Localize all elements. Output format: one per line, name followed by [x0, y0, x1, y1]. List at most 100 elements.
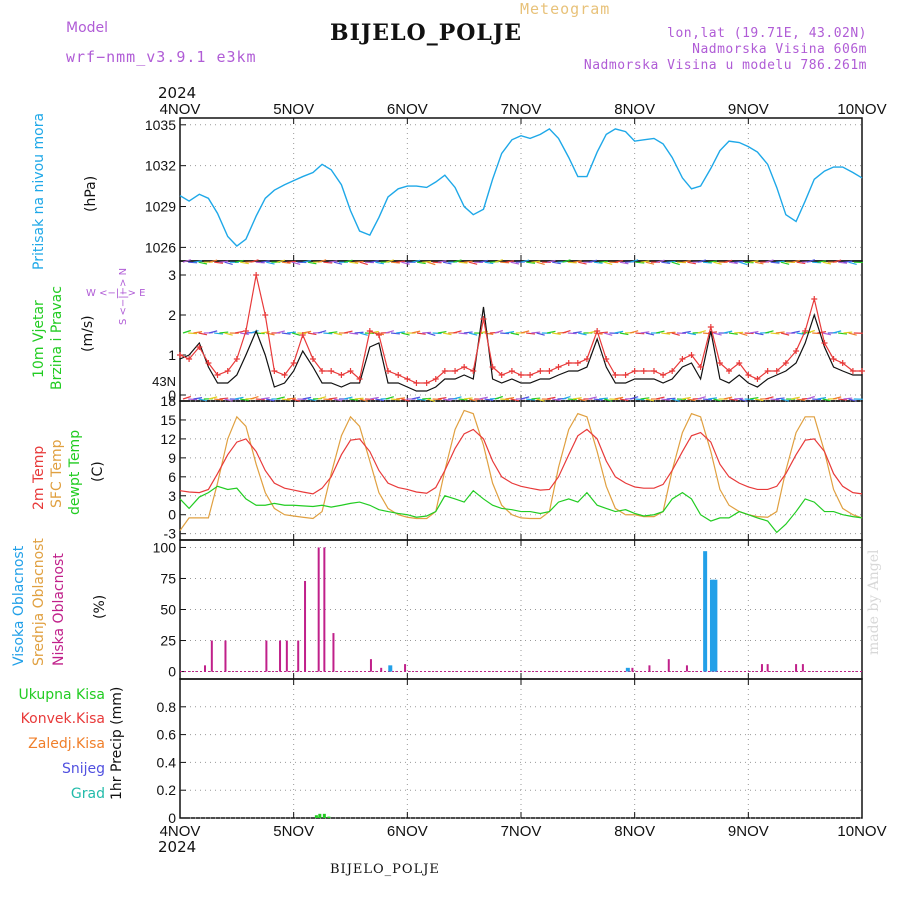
wind-speed-point — [821, 340, 828, 346]
wind-direction-arrow — [494, 259, 503, 263]
wind-direction-arrow — [770, 332, 780, 335]
legend-freezing-rain: Zaledj.Kisa — [28, 736, 105, 752]
wind-direction-arrow — [505, 331, 515, 334]
pressure-tick-label: 1029 — [145, 199, 176, 215]
wind-direction-arrow — [656, 330, 665, 334]
low-cloud-bar — [667, 659, 670, 672]
wind-direction-arrow — [208, 396, 218, 400]
wind-direction-arrow — [422, 260, 432, 263]
wind-direction-arrow — [765, 396, 774, 400]
wind-direction-arrow — [630, 259, 639, 263]
x-tick-label-top: 6NOV — [387, 101, 428, 118]
wind-direction-arrow — [422, 331, 432, 334]
wind-direction-arrow — [240, 398, 249, 402]
wind-direction-arrow — [780, 332, 790, 336]
wind-direction-arrow — [463, 397, 473, 400]
x-tick-label-top: 7NOV — [501, 101, 542, 118]
wind-speed-point — [650, 368, 657, 374]
wind-speed-point — [214, 372, 221, 378]
wind-direction-arrow — [843, 260, 853, 263]
wind-speed-point — [574, 360, 581, 366]
wind-direction-arrow — [323, 398, 333, 401]
dewpoint-line — [179, 485, 863, 534]
wind-direction-arrow — [333, 332, 343, 336]
wind-direction-arrow — [354, 331, 364, 334]
wind-direction-arrow — [219, 260, 229, 263]
wind-speed-point — [603, 356, 610, 362]
wind-direction-arrow — [401, 261, 410, 265]
wind-direction-arrow — [188, 398, 198, 401]
legend-hail: Grad — [70, 786, 105, 802]
wind-direction-arrow — [427, 398, 436, 402]
low-cloud-bar — [265, 640, 268, 672]
wind-speed-point — [660, 372, 667, 378]
model-elevation-info: Nadmorska Visina u modelu 786.261m — [583, 58, 867, 73]
bottom-year-label: 2024 — [158, 838, 197, 856]
wind-direction-arrow — [723, 396, 733, 400]
wind-direction-arrow — [250, 259, 259, 263]
wind-direction-arrow — [468, 332, 478, 336]
model-label: Model — [66, 20, 109, 36]
wind-direction-arrow — [702, 261, 712, 264]
wind-speed-point — [802, 328, 809, 334]
wind-speed-point — [366, 328, 373, 334]
wind-speed-point — [432, 376, 439, 382]
wind-direction-arrow — [276, 259, 285, 263]
wind-direction-arrow — [770, 261, 780, 264]
wind-direction-arrow — [635, 332, 645, 335]
wind-speed-black-line — [179, 306, 862, 392]
low-cloud-bar — [648, 665, 651, 672]
wind-direction-arrow — [619, 261, 629, 265]
wind-direction-arrow — [505, 397, 515, 400]
wind-direction-arrow — [281, 398, 291, 401]
wind-speed-point — [470, 368, 477, 374]
wind-direction-arrow — [645, 398, 655, 402]
wind-direction-arrow — [266, 398, 275, 402]
wind-direction-arrow — [266, 332, 275, 336]
wind-direction-arrow — [630, 396, 639, 400]
wind-direction-arrow — [640, 331, 650, 334]
wind-speed-point — [849, 368, 856, 374]
x-tick-label-bottom: 7NOV — [501, 823, 542, 840]
wind-direction-arrow — [666, 397, 676, 400]
wind-speed-point — [253, 272, 260, 278]
legend-convective-rain: Konvek.Kisa — [20, 711, 105, 727]
wind-speed-point — [518, 372, 524, 378]
wind-direction-arrow — [687, 398, 697, 402]
wind-direction-arrow — [188, 332, 198, 335]
wind-direction-arrow — [744, 261, 754, 264]
wind-direction-arrow — [240, 261, 249, 265]
wind-direction-arrow — [744, 398, 754, 401]
wind-speed-point — [859, 368, 865, 374]
low-cloud-bar — [380, 667, 383, 672]
high-cloud-bar — [713, 579, 718, 672]
x-tick-label-bottom: 8NOV — [614, 823, 655, 840]
wind-direction-arrow — [255, 261, 265, 264]
wind-direction-arrow — [520, 259, 530, 263]
wind-direction-arrow — [822, 398, 832, 402]
wind-direction-arrow — [749, 330, 759, 334]
cloud-tick-label: 100 — [153, 539, 177, 555]
wind-direction-arrow — [520, 330, 530, 334]
wind-direction-arrow — [645, 332, 655, 336]
wind-direction-arrow — [276, 396, 285, 400]
wind-direction-arrow — [375, 398, 385, 402]
wind-speed-point — [271, 368, 278, 374]
wind-speed-point — [754, 376, 761, 382]
wind-direction-arrow — [208, 330, 218, 334]
wind-direction-arrow — [832, 396, 842, 400]
low-cloud-bar — [801, 664, 804, 672]
wind-direction-arrow — [817, 260, 827, 263]
wind-direction-arrow — [567, 332, 577, 335]
wind-direction-arrow — [791, 396, 800, 400]
wind-direction-arrow — [292, 261, 301, 266]
wind-speed-point — [508, 368, 515, 374]
wind-speed-point — [413, 380, 420, 386]
wind-direction-arrow — [250, 330, 259, 334]
wind-direction-arrow — [390, 398, 400, 401]
wind-direction-arrow — [526, 261, 536, 264]
wind-direction-arrow — [255, 398, 265, 401]
wind-direction-arrow — [713, 261, 722, 265]
wind-direction-arrow — [546, 396, 556, 400]
wind-direction-arrow — [344, 330, 353, 334]
